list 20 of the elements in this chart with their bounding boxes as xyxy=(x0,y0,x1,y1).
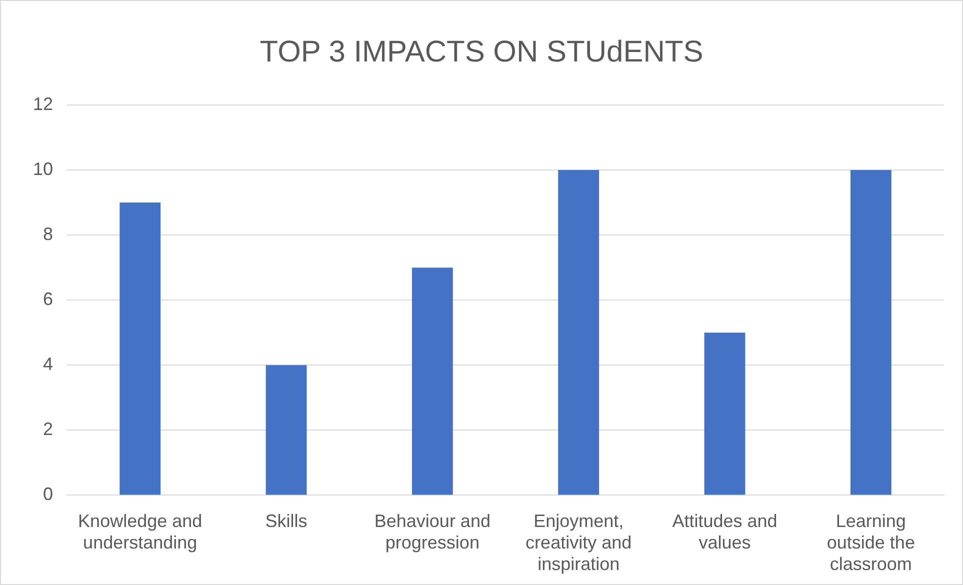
x-tick-label: Attitudes and values xyxy=(672,510,778,553)
y-tick-label: 4 xyxy=(43,354,54,374)
x-tick-label: Learning outside the classroom xyxy=(826,510,915,574)
y-tick-label: 10 xyxy=(32,159,54,179)
x-tick-label: Knowledge and understanding xyxy=(78,510,202,553)
bar xyxy=(850,170,892,495)
x-tick-label: Skills xyxy=(265,510,308,531)
chart-title: TOP 3 IMPACTS ON STUdENTS xyxy=(260,35,704,68)
bar xyxy=(558,170,600,495)
bar xyxy=(412,268,453,495)
y-tick-label: 8 xyxy=(43,224,54,244)
x-tick-label: Behaviour and progression xyxy=(374,510,490,553)
bar xyxy=(704,332,746,495)
bar xyxy=(120,202,161,495)
y-tick-label: 6 xyxy=(43,289,54,310)
y-tick-label: 12 xyxy=(32,94,54,114)
x-tick-label: Enjoyment, creativity and inspiration xyxy=(526,510,632,574)
bar xyxy=(266,365,307,495)
y-tick-label: 0 xyxy=(43,484,54,504)
y-tick-label: 2 xyxy=(43,419,54,440)
